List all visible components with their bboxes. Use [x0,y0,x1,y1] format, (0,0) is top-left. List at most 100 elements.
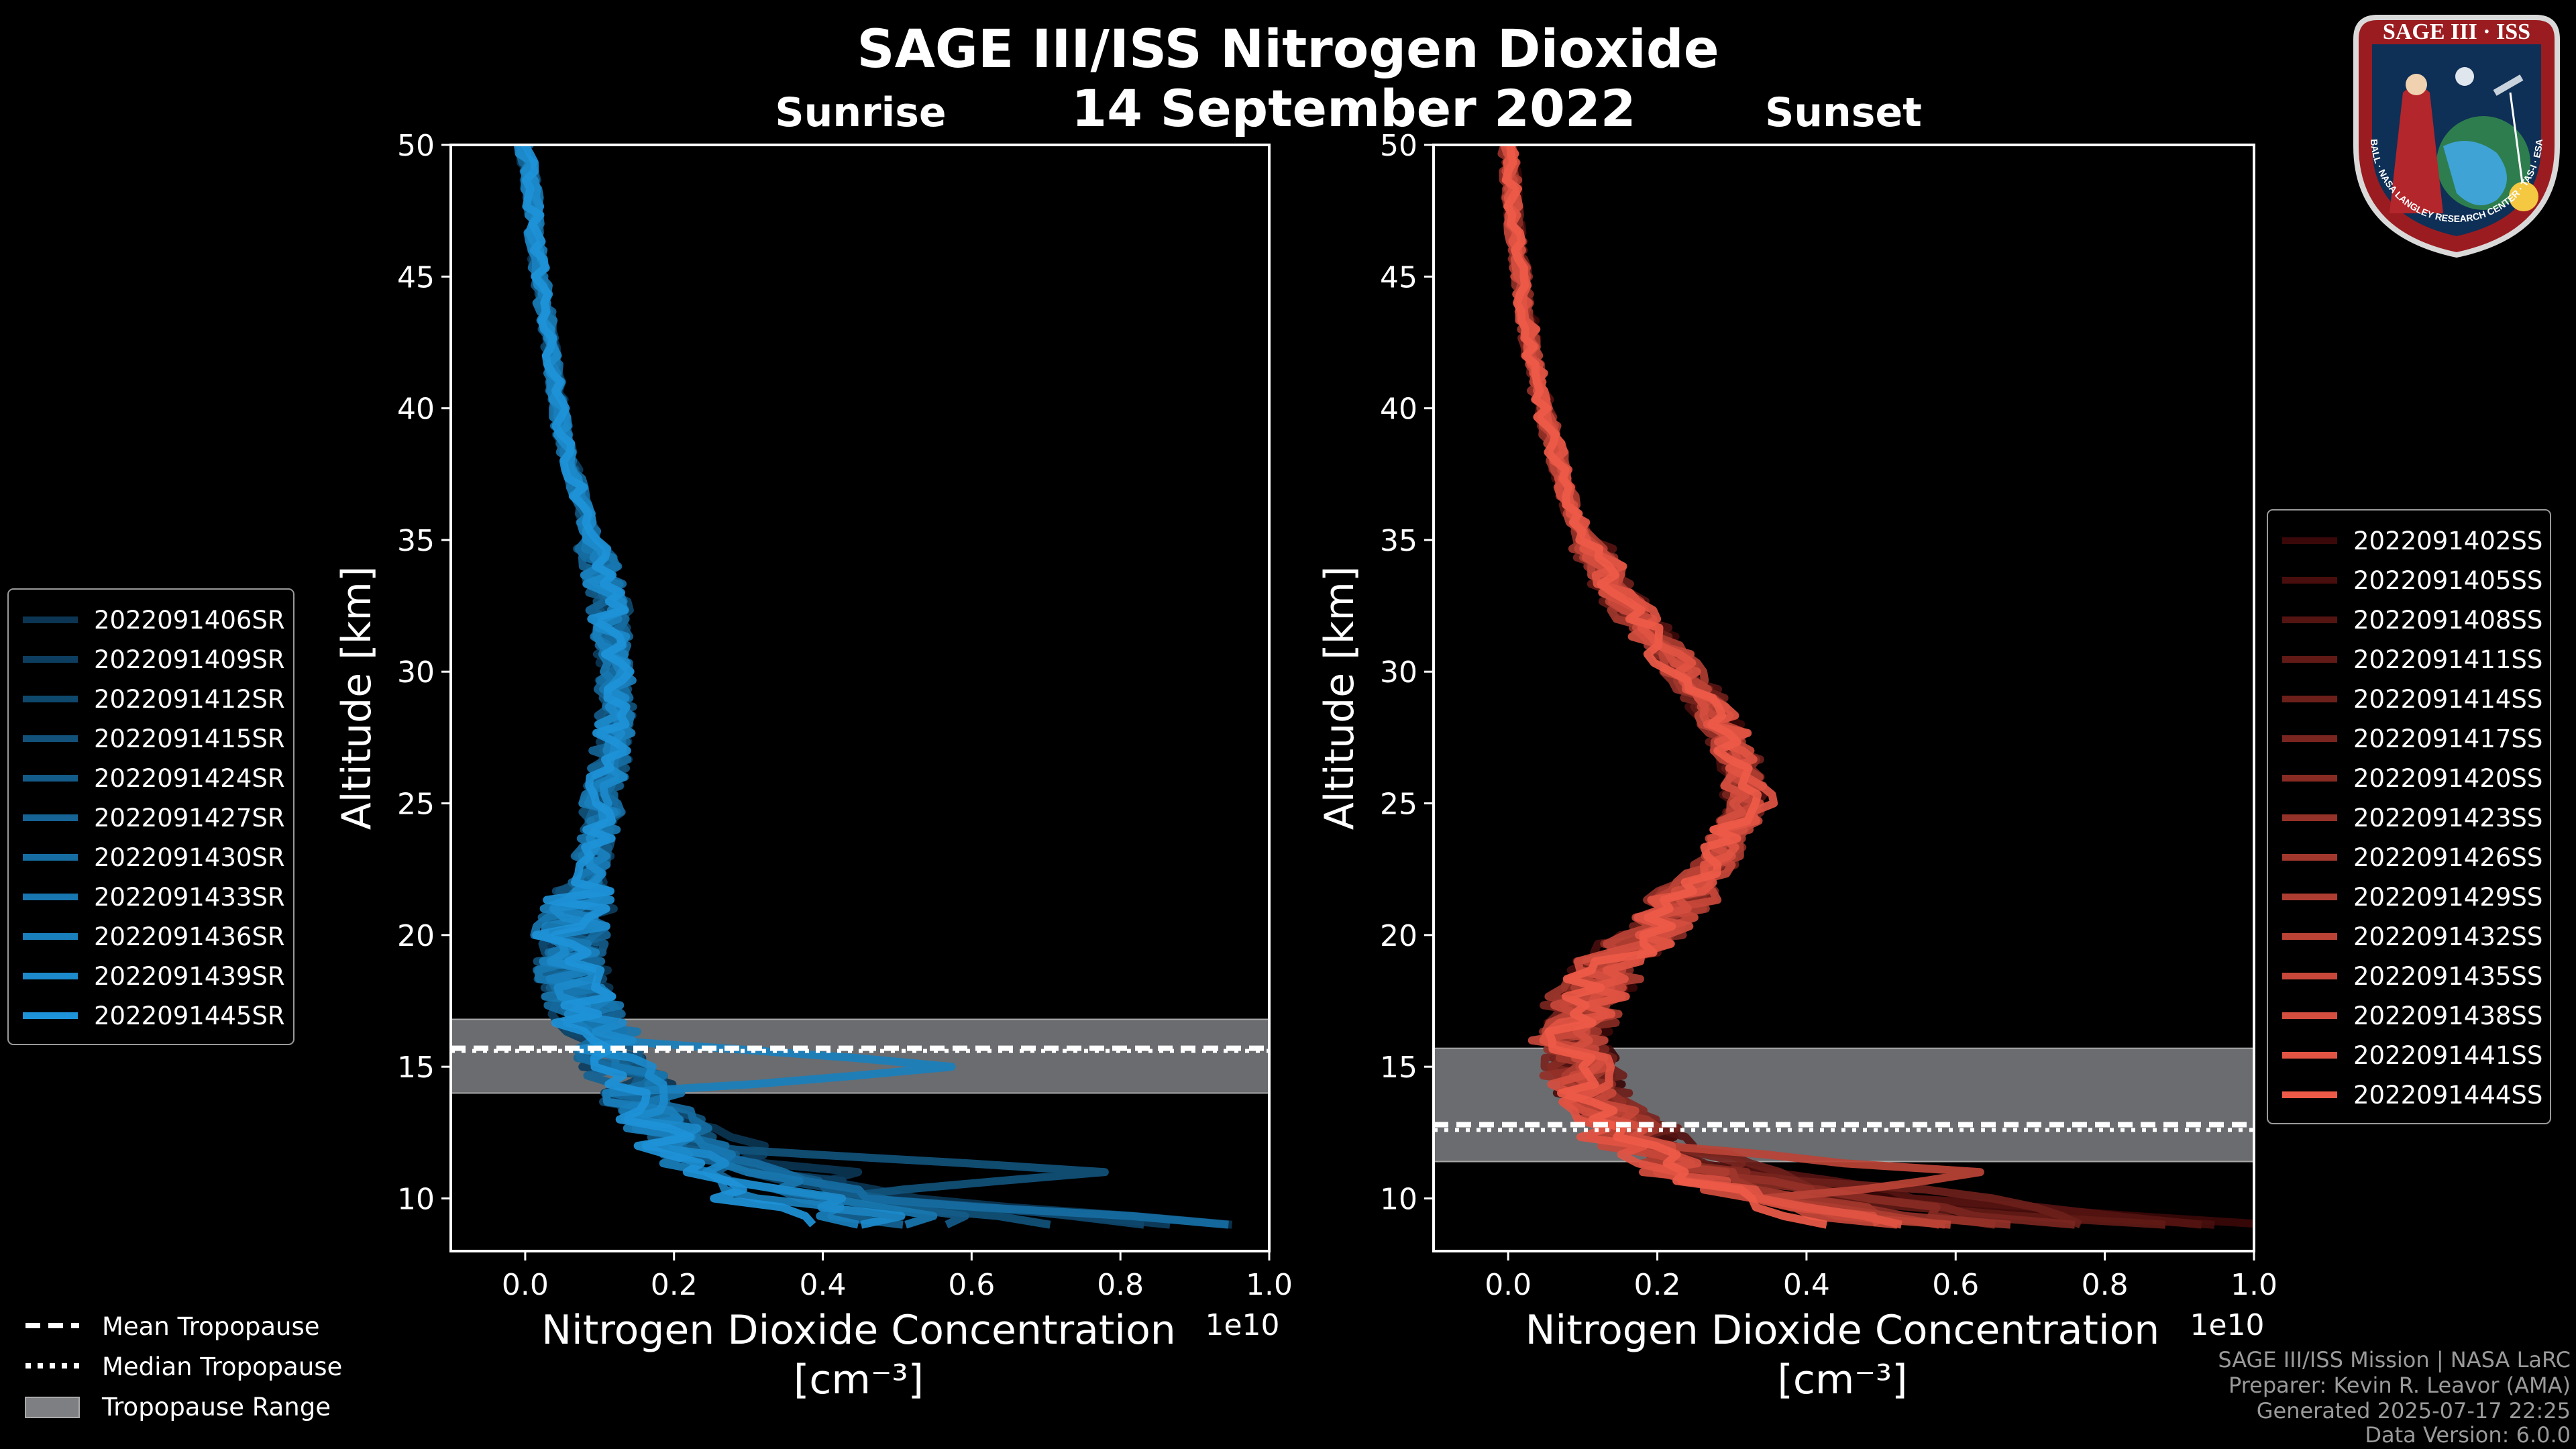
sun-icon [2509,182,2538,211]
x-tick-label: 0.8 [1097,1268,1144,1302]
x-tick-label: 0.2 [651,1268,698,1302]
footer-generated: Generated 2025-07-17 22:25 [2257,1398,2571,1424]
footer-data-version: Data Version: 6.0.0 [2365,1422,2571,1448]
y-tick-label: 50 [1380,129,1417,163]
x-exponent-label: 1e10 [2190,1308,2264,1342]
tropopause-range-label: Tropopause Range [101,1393,331,1421]
tropopause-legend: Mean Tropopause Median Tropopause Tropop… [25,1312,342,1421]
legend-entry-label: 2022091406SR [94,606,285,635]
sunset-panel-title: Sunset [1765,89,1922,136]
x-tick-label: 0.4 [800,1268,847,1302]
y-tick-label: 30 [1380,655,1417,690]
x-axis-unit-label: [cm⁻³] [794,1356,924,1403]
sunrise-legend: 2022091406SR 2022091409SR 2022091412SR 2022… [7,588,294,1045]
legend-entry-label: 2022091436SR [94,922,285,951]
moon-icon [2455,67,2474,86]
sunset-panel: 0.0 0.2 0.4 0.6 0.8 1.0 10 15 20 25 30 35 40 45 50 1e10… [1316,129,2277,1403]
legend-entry-label: 2022091420SS [2353,764,2542,793]
legend-entry-label: 2022091430SR [94,843,285,872]
footer-credits: SAGE III/ISS Mission | NASA LaRC Prepare… [2218,1347,2571,1448]
x-axis-label: Nitrogen Dioxide Concentration [1525,1307,2160,1354]
x-tick-label: 0.2 [1634,1268,1681,1302]
x-exponent-label: 1e10 [1205,1308,1279,1342]
series-line-2022091445SR [521,145,816,1228]
legend-entry-label: 2022091408SS [2353,606,2542,635]
sunrise-panel: 0.0 0.2 0.4 0.6 0.8 1.0 10 15 20 25 30 35 40 45 50 1e10… [333,129,1293,1403]
x-axis-label: Nitrogen Dioxide Concentration [541,1307,1176,1354]
legend-entry-label: 2022091402SS [2353,527,2542,555]
legend-entry-label: 2022091444SS [2353,1081,2542,1110]
legend-entry-label: 2022091405SS [2353,566,2542,595]
y-tick-label: 40 [397,392,435,427]
legend-entry-label: 2022091424SR [94,764,285,793]
legend-entry-label: 2022091414SS [2353,685,2542,714]
iss-station-icon [2493,74,2524,96]
legend-frame [7,588,294,1045]
legend-entry-label: 2022091432SS [2353,922,2542,951]
y-tick-label: 45 [1380,260,1417,294]
y-tick-label: 25 [397,788,435,822]
legend-entry-label: 2022091438SS [2353,1002,2542,1030]
main-title: SAGE III/ISS Nitrogen Dioxide [857,19,1719,80]
legend-entry-label: 2022091429SS [2353,883,2542,912]
y-tick-label: 15 [1380,1051,1417,1085]
median-tropopause-label: Median Tropopause [102,1352,342,1381]
y-tick-label: 25 [1380,788,1417,822]
legend-frame [2267,509,2551,1124]
y-tick-label: 15 [397,1051,435,1085]
legend-entry-label: 2022091427SR [94,804,285,833]
y-axis-label: Altitude [km] [333,566,380,830]
y-tick-label: 20 [397,919,435,953]
y-axis-label: Altitude [km] [1316,566,1363,830]
earth-ocean-icon [2443,141,2507,205]
series-lines [1497,145,2254,1229]
y-tick-label: 30 [397,655,435,690]
y-tick-label: 45 [397,260,435,294]
x-tick-label: 0.6 [1932,1268,1979,1302]
x-axis-unit-label: [cm⁻³] [1778,1356,1908,1403]
x-tick-label: 0.0 [502,1268,549,1302]
badge-top-text: SAGE III · ISS [2383,19,2530,44]
legend-entry-label: 2022091435SS [2353,962,2542,991]
y-tick-label: 10 [1380,1182,1417,1216]
series-line-2022091444SS [1501,145,1828,1229]
figure-head-icon [2406,74,2427,95]
sunrise-panel-title: Sunrise [775,89,946,136]
legend-entry-label: 2022091445SR [94,1002,285,1030]
y-tick-label: 35 [397,524,435,558]
y-tick-label: 10 [397,1182,435,1216]
x-tick-label: 0.6 [948,1268,995,1302]
x-tick-label: 0.0 [1485,1268,1532,1302]
plot-frame [449,144,1271,1252]
figure-robe-icon [2390,86,2443,213]
date-subtitle: 14 September 2022 [1071,78,1635,138]
y-tick-label: 20 [1380,919,1417,953]
x-tick-label: 1.0 [2231,1268,2277,1302]
footer-preparer: Preparer: Kevin R. Leavor (AMA) [2229,1373,2571,1398]
legend-entry-label: 2022091415SR [94,724,285,753]
legend-entry-label: 2022091412SR [94,685,285,714]
mission-logo: SAGE III · ISS BALL · NASA LANGLEY RESEA… [2353,15,2560,258]
x-tick-label: 0.4 [1783,1268,1830,1302]
legend-entry-label: 2022091409SR [94,645,285,674]
y-tick-label: 35 [1380,524,1417,558]
mean-tropopause-label: Mean Tropopause [102,1312,320,1341]
x-tick-label: 1.0 [1246,1268,1293,1302]
tropopause-range-swatch [25,1397,80,1418]
plot-frame [1432,144,2255,1252]
x-tick-label: 0.8 [2082,1268,2129,1302]
legend-entry-label: 2022091426SS [2353,843,2542,872]
observation-beam-icon [2509,92,2524,184]
legend-entry-label: 2022091433SR [94,883,285,912]
legend-entry-label: 2022091411SS [2353,645,2542,674]
y-tick-label: 40 [1380,392,1417,427]
sunset-legend: 2022091402SS 2022091405SS 2022091408SS 2022… [2267,509,2551,1124]
series-lines [513,145,1233,1229]
legend-entry-label: 2022091417SS [2353,724,2542,753]
legend-entry-label: 2022091439SR [94,962,285,991]
y-tick-label: 50 [397,129,435,163]
legend-entry-label: 2022091441SS [2353,1041,2542,1070]
legend-entry-label: 2022091423SS [2353,804,2542,833]
footer-mission: SAGE III/ISS Mission | NASA LaRC [2218,1347,2571,1373]
